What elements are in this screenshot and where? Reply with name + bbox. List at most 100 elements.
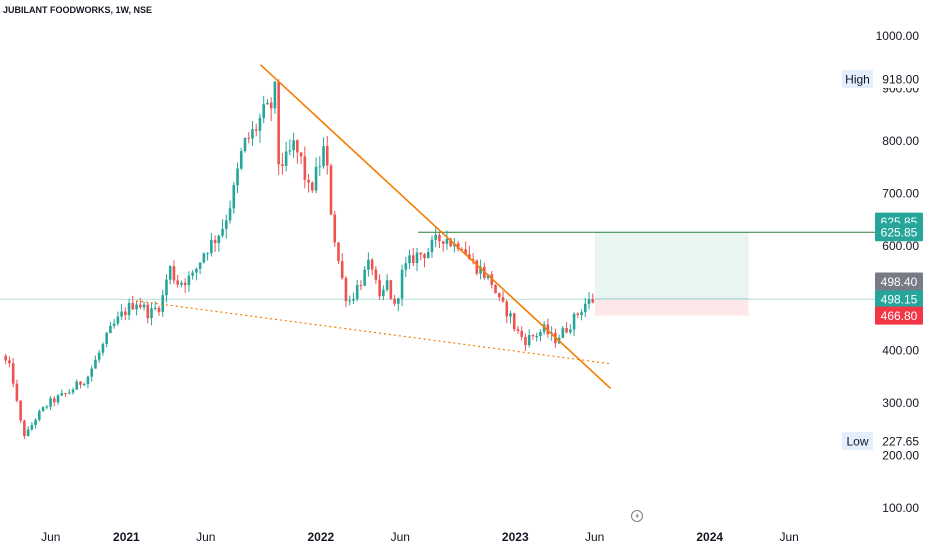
price-tag: 466.80 — [875, 306, 923, 325]
candle-body — [509, 313, 512, 317]
candle-body — [449, 238, 452, 247]
candle-body — [411, 255, 415, 264]
candle-body — [438, 234, 441, 242]
x-tick-label: Jun — [391, 530, 410, 544]
candle-body — [23, 420, 26, 437]
candle-body — [94, 359, 97, 369]
candle-body — [284, 151, 288, 166]
price-tag-value-bg — [875, 70, 923, 89]
chart-title: JUBILANT FOODWORKS, 1W, NSE — [3, 5, 152, 15]
candle-body — [505, 301, 509, 317]
price-tag-value: 625.85 — [881, 226, 918, 240]
candle-body — [251, 129, 254, 139]
price-tag-value: 498.40 — [881, 275, 918, 289]
candle-body — [225, 220, 228, 229]
candle-body — [292, 140, 295, 151]
candle-body — [464, 249, 467, 255]
candle-body — [281, 164, 284, 166]
candle-body — [512, 313, 516, 330]
candle-body — [299, 152, 303, 157]
candle-body — [41, 407, 45, 412]
candle-body — [370, 259, 374, 270]
price-tag-value: 227.65 — [882, 435, 919, 449]
candle-body — [520, 330, 524, 337]
y-tick-label: 1000.00 — [876, 29, 920, 43]
candle-body — [430, 239, 434, 253]
candle-body — [254, 129, 258, 131]
position-zones — [595, 232, 749, 316]
candle-body — [423, 254, 426, 259]
candle-body — [501, 297, 505, 302]
candle-body — [266, 102, 269, 105]
x-tick-label: Jun — [779, 530, 798, 544]
candle-body — [576, 313, 580, 316]
candle-body — [400, 269, 404, 299]
candle-body — [479, 266, 482, 274]
candle-body — [434, 234, 438, 240]
candle-body — [86, 376, 90, 385]
candle-body — [311, 182, 314, 191]
candle-body — [153, 307, 157, 309]
candle-body — [109, 325, 112, 334]
candle-body — [307, 179, 310, 183]
candle-body — [333, 214, 337, 243]
x-tick-label: Jun — [585, 530, 604, 544]
candle-body — [468, 254, 471, 260]
candle-body — [296, 140, 299, 153]
candle-body — [363, 269, 366, 286]
candle-body — [26, 429, 30, 437]
candle-body — [337, 242, 340, 262]
candle-body — [168, 266, 172, 280]
candle-body — [389, 280, 393, 299]
price-tag: High 918.00 — [842, 70, 923, 89]
candle-body — [75, 381, 79, 390]
price-tag: 498.40 — [875, 272, 923, 291]
candle-body — [247, 137, 251, 139]
candle-body — [546, 324, 550, 335]
candle-body — [262, 104, 265, 118]
candle-body — [516, 329, 520, 331]
candle-body — [161, 295, 165, 312]
candle-body — [213, 239, 217, 244]
candle-body — [591, 299, 595, 303]
candle-body — [397, 298, 400, 304]
y-tick-label: 300.00 — [882, 396, 919, 410]
x-tick-label: 2023 — [502, 530, 529, 544]
price-tag-label: Low — [846, 435, 868, 449]
x-axis: Jun 2021 Jun 2022 Jun 2023 Jun 2024 Jun — [41, 530, 799, 544]
candle-body — [191, 272, 194, 276]
candle-body — [45, 406, 49, 408]
price-tag-bg — [875, 223, 923, 242]
candle-body — [165, 279, 168, 296]
stop-loss-zone — [595, 299, 749, 316]
price-tag-value: 466.80 — [881, 309, 918, 323]
candle-body — [322, 146, 325, 167]
candle-body — [542, 324, 546, 333]
descending-trendline[interactable] — [260, 64, 612, 390]
x-tick-label: 2022 — [307, 530, 334, 544]
price-tag: Low 227.65 — [842, 432, 923, 451]
price-tags: High 918.00625.85625.85498.40498.15466.80… — [842, 70, 923, 451]
candle-body — [195, 268, 198, 273]
candle-body — [71, 389, 75, 393]
candle-body — [535, 335, 538, 337]
candle-body — [135, 304, 138, 310]
candle-body — [329, 165, 333, 215]
x-tick-label: 2021 — [113, 530, 140, 544]
candle-body — [221, 228, 224, 236]
candle-body — [404, 263, 408, 270]
y-tick-label: 400.00 — [882, 344, 919, 358]
candle-body — [183, 282, 187, 286]
price-tag-bg — [875, 290, 923, 309]
candle-body — [228, 208, 232, 221]
candle-body — [277, 81, 280, 165]
candle-body — [561, 327, 565, 338]
bolt-icon[interactable] — [631, 510, 643, 522]
candle-body — [415, 252, 419, 264]
candle-body — [408, 255, 411, 264]
candle-body — [19, 400, 22, 421]
candle-body — [180, 282, 183, 285]
candle-body — [352, 298, 355, 301]
candle-body — [52, 398, 56, 403]
